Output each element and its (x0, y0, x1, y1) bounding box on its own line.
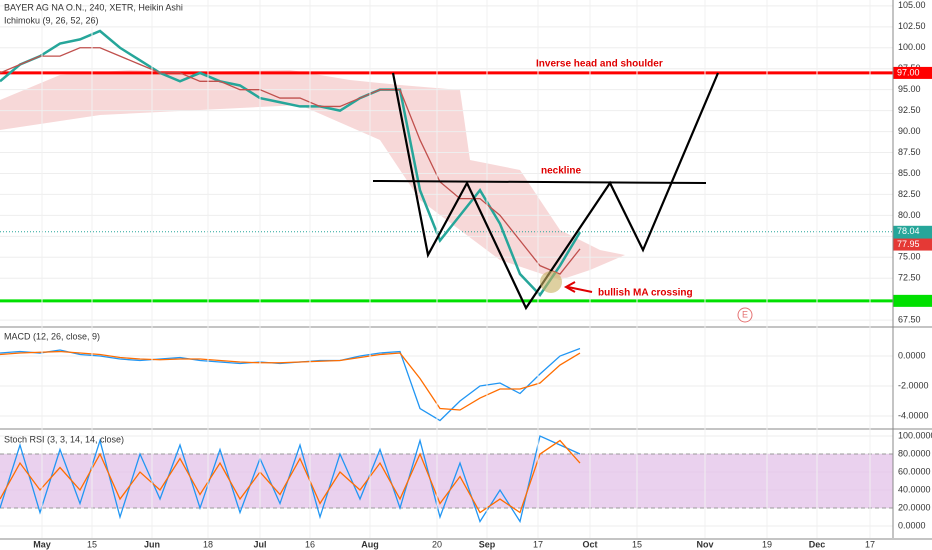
y-tick-label: -2.0000 (898, 380, 929, 390)
y-tick-label: 0.0000 (898, 520, 926, 530)
annotation: neckline (541, 166, 581, 177)
y-tick-label: -4.0000 (898, 410, 929, 420)
indicator-label: Ichimoku (9, 26, 52, 26) (4, 15, 99, 25)
y-tick-label: 100.0000 (898, 430, 932, 440)
annotation: bullish MA crossing (598, 288, 693, 299)
y-tick-label: 20.0000 (898, 502, 931, 512)
y-tick-label: 90.00 (898, 126, 921, 136)
pattern-drawing (391, 72, 720, 311)
arrow-head (563, 281, 576, 293)
series-line (0, 29, 582, 297)
x-tick-label: 17 (865, 539, 875, 549)
highlight-circle (540, 271, 562, 293)
y-tick-label: 85.00 (898, 168, 921, 178)
x-tick-label: Aug (361, 539, 379, 549)
annotation: Inverse head and shoulder (536, 59, 663, 70)
level-badge (893, 66, 932, 79)
x-tick-label: Dec (809, 539, 826, 549)
level-label: 97.00 (897, 67, 920, 77)
y-tick-label: 67.50 (898, 315, 921, 325)
y-tick-label: 87.50 (898, 147, 921, 157)
x-tick-label: May (33, 539, 51, 549)
x-tick-label: 20 (432, 539, 442, 549)
x-tick-label: Sep (479, 539, 496, 549)
y-tick-label: 80.0000 (898, 448, 931, 458)
x-tick-label: 18 (203, 539, 213, 549)
event-label: E (742, 309, 748, 319)
price-label: 78.04 (897, 226, 920, 236)
series-line (0, 435, 581, 524)
series-line (0, 47, 581, 275)
y-tick-label: 80.00 (898, 210, 921, 220)
y-tick-label: 92.50 (898, 105, 921, 115)
y-tick-label: 0.0000 (898, 350, 926, 360)
y-tick-label: 100.00 (898, 42, 926, 52)
level-badge (893, 294, 932, 307)
y-tick-label: 40.0000 (898, 484, 931, 494)
x-tick-label: 15 (632, 539, 642, 549)
x-tick-label: Nov (696, 539, 713, 549)
x-tick-label: 19 (762, 539, 772, 549)
series-line (0, 350, 581, 411)
y-tick-label: 72.50 (898, 273, 921, 283)
chart-title: BAYER AG NA O.N., 240, XETR, Heikin Ashi (4, 2, 183, 12)
ichimoku-cloud (0, 70, 625, 280)
ma-badge (893, 238, 932, 251)
x-tick-label: 16 (305, 539, 315, 549)
y-tick-label: 75.00 (898, 252, 921, 262)
y-tick-label: 82.50 (898, 189, 921, 199)
y-tick-label: 105.00 (898, 0, 926, 10)
indicator-label: MACD (12, 26, close, 9) (4, 331, 100, 341)
y-tick-label: 60.0000 (898, 466, 931, 476)
series-line (0, 439, 581, 514)
x-tick-label: Jun (144, 539, 160, 549)
neckline-drawing (372, 180, 707, 184)
ma-label: 77.95 (897, 239, 920, 249)
event-marker[interactable] (737, 307, 753, 323)
x-tick-label: Jul (253, 539, 266, 549)
x-tick-label: 15 (87, 539, 97, 549)
x-tick-label: Oct (582, 539, 597, 549)
arrow (567, 286, 593, 293)
indicator-label: Stoch RSI (3, 3, 14, 14, close) (4, 434, 124, 444)
y-tick-label: 95.00 (898, 84, 921, 94)
y-tick-label: 102.50 (898, 21, 926, 31)
x-tick-label: 17 (533, 539, 543, 549)
